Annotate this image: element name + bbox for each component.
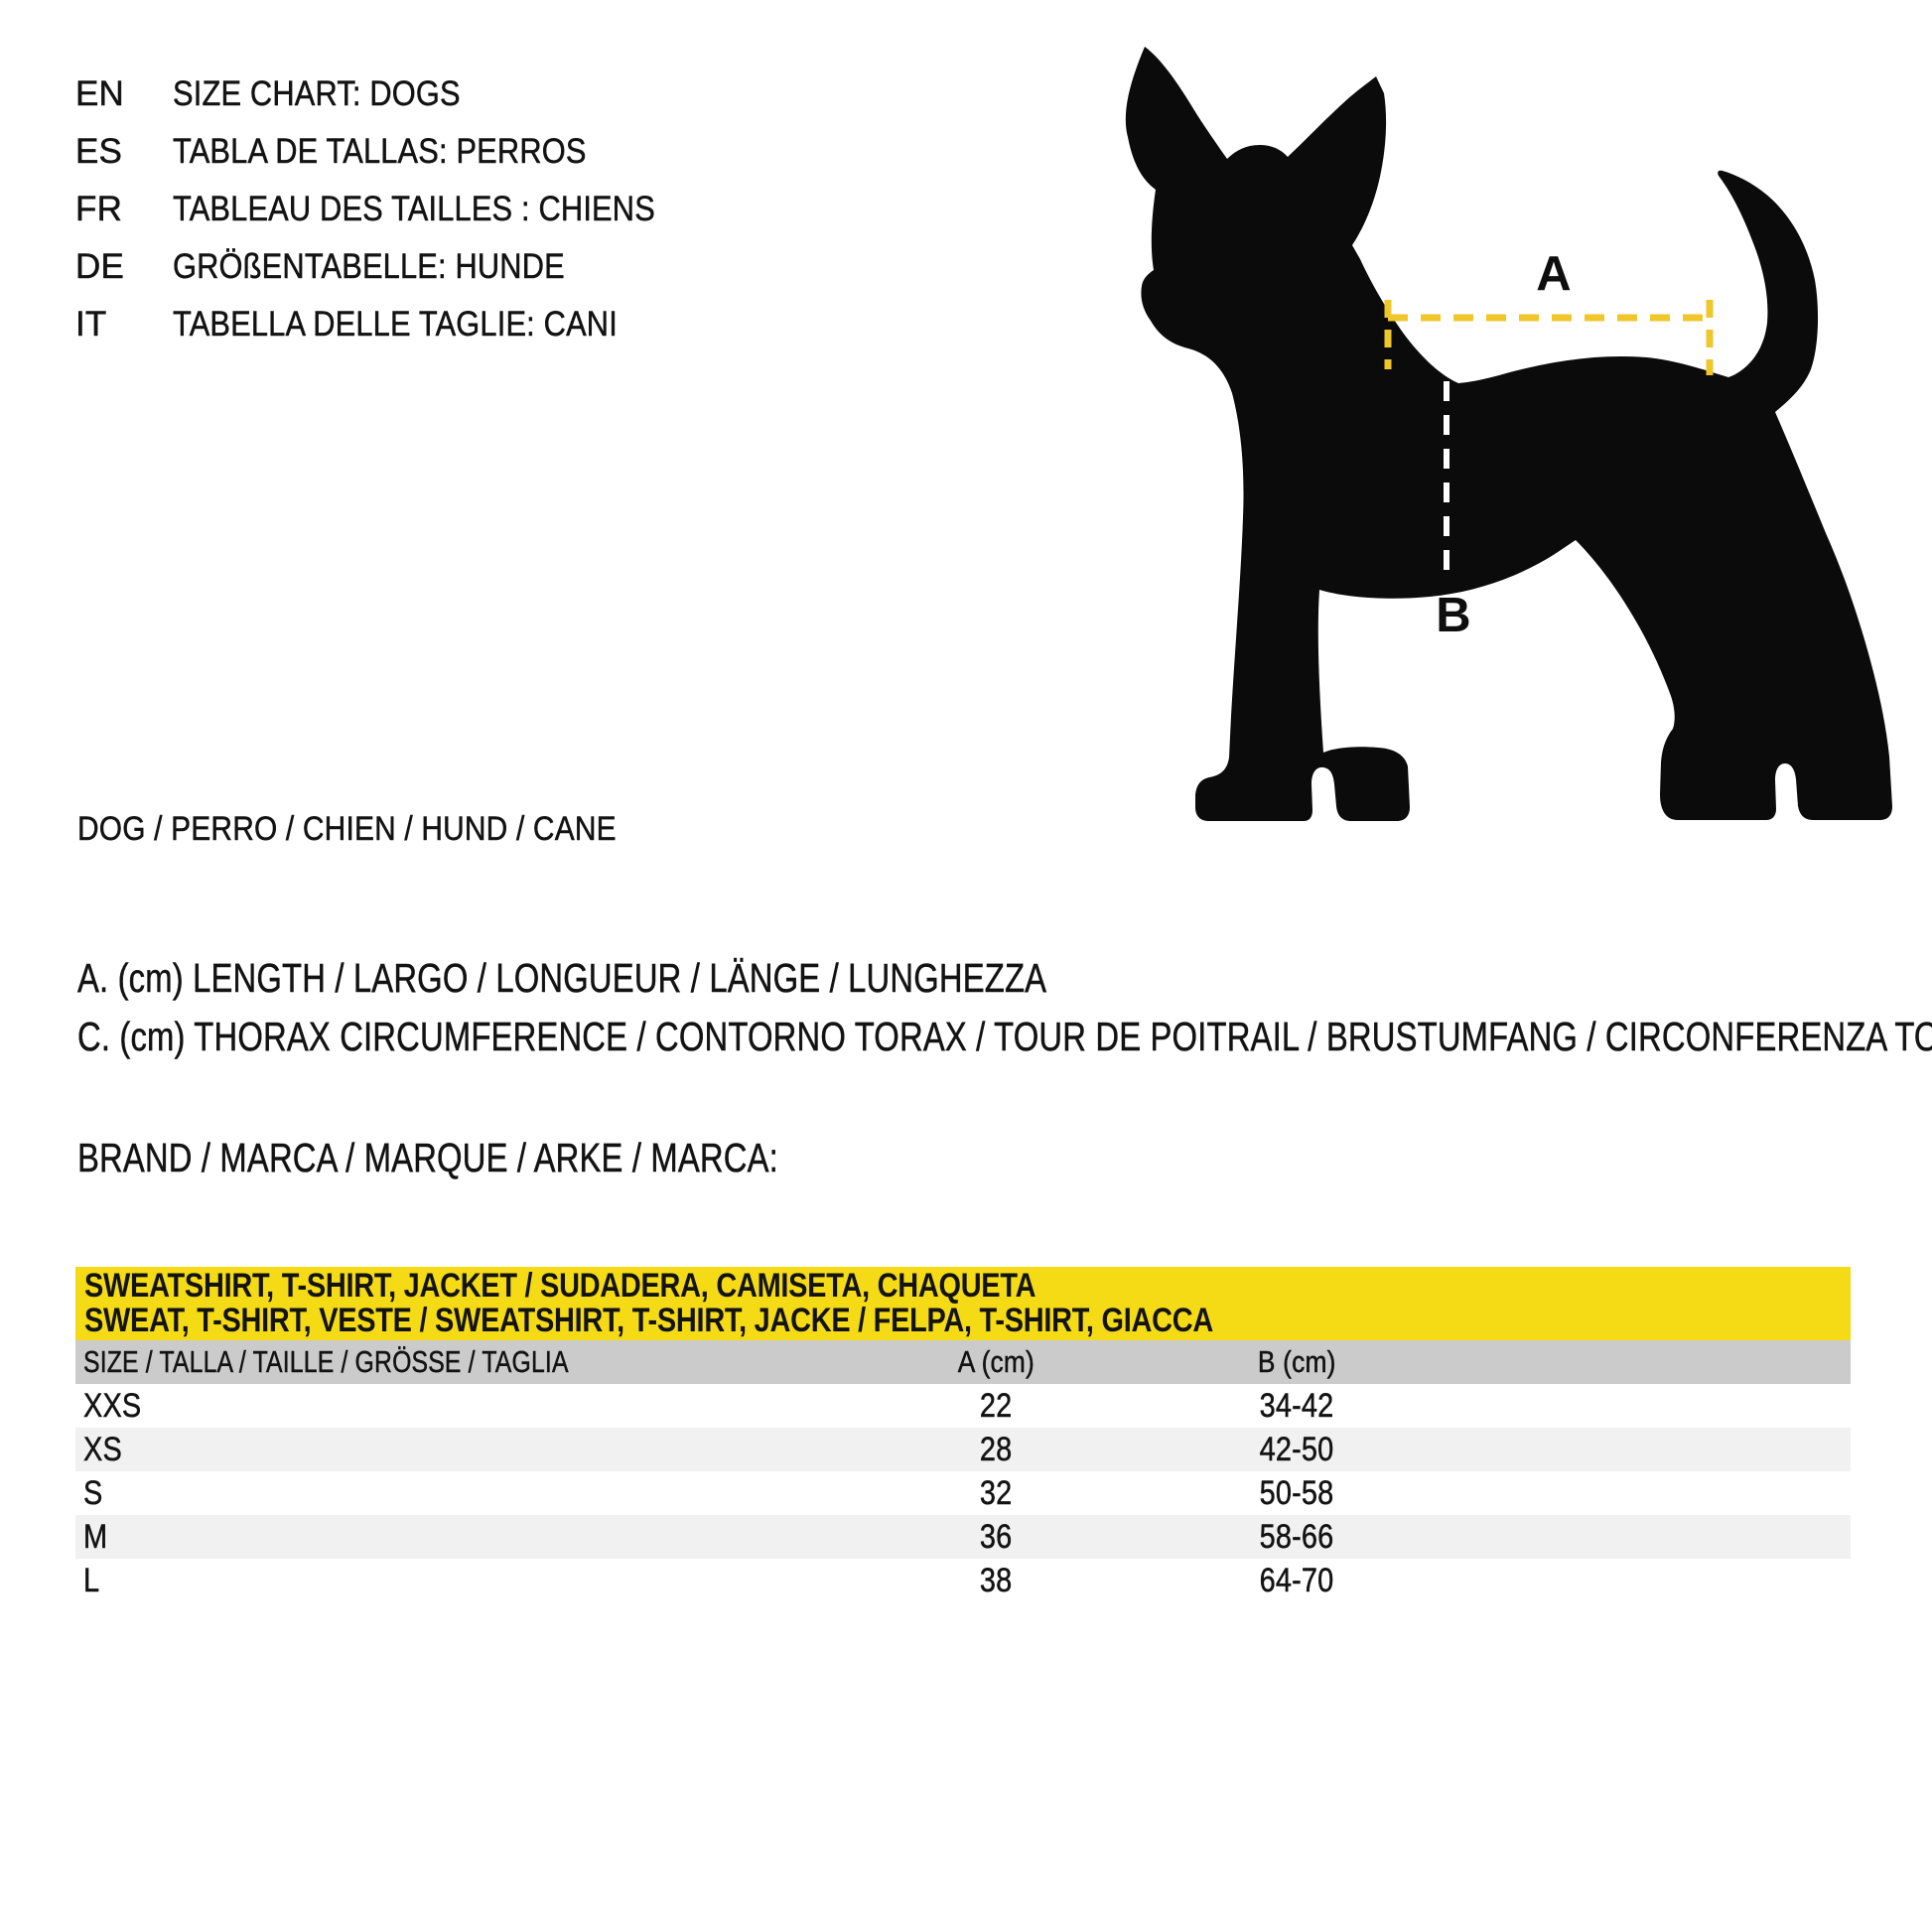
a-cell: 38: [857, 1561, 1136, 1600]
title-row-fr: FR TABLEAU DES TAILLES : CHIENS: [75, 181, 721, 238]
title-text: TABLEAU DES TAILLES : CHIENS: [173, 190, 655, 229]
column-header-size-text: SIZE / TALLA / TAILLE / GRÖSSE / TAGLIA: [83, 1344, 569, 1380]
b-cell-text: 42-50: [1259, 1430, 1334, 1468]
title-text: TABLA DE TALLAS: PERROS: [173, 132, 587, 172]
legend-line-c: C. (cm) THORAX CIRCUMFERENCE / CONTORNO …: [77, 1014, 1932, 1060]
size-cell: XXS: [75, 1386, 857, 1426]
language-code: FR: [75, 190, 123, 229]
table-row-s: S 32 50-58: [75, 1471, 1851, 1515]
table-row-xxs: XXS 22 34-42: [75, 1384, 1851, 1428]
a-cell: 28: [857, 1430, 1136, 1469]
size-cell-text: XXS: [83, 1386, 142, 1425]
a-cell-text: 22: [979, 1386, 1013, 1425]
size-cell-text: XS: [83, 1430, 122, 1468]
b-cell: 64-70: [1135, 1561, 1457, 1600]
table-title-line2: SWEAT, T-SHIRT, VESTE / SWEATSHIRT, T-SH…: [84, 1302, 1851, 1339]
table-row-xs: XS 28 42-50: [75, 1428, 1851, 1471]
table-title-band: SWEATSHIRT, T-SHIRT, JACKET / SUDADERA, …: [75, 1267, 1851, 1340]
language-code: IT: [75, 305, 107, 345]
size-cell-text: L: [83, 1561, 100, 1599]
title-text: TABELLA DELLE TAGLIE: CANI: [173, 305, 618, 345]
size-cell-text: S: [83, 1473, 103, 1512]
size-cell-text: M: [83, 1517, 108, 1556]
table-title-line1: SWEATSHIRT, T-SHIRT, JACKET / SUDADERA, …: [84, 1267, 1851, 1305]
a-cell-text: 38: [979, 1561, 1013, 1599]
brand-line: BRAND / MARCA / MARQUE / ARKE / MARCA:: [77, 1135, 953, 1181]
b-cell: 50-58: [1135, 1473, 1457, 1513]
table-header-row: SIZE / TALLA / TAILLE / GRÖSSE / TAGLIA …: [75, 1340, 1851, 1384]
table-title-line2-text: SWEAT, T-SHIRT, VESTE / SWEATSHIRT, T-SH…: [84, 1302, 1213, 1339]
b-cell-text: 50-58: [1259, 1473, 1334, 1512]
a-cell: 36: [857, 1517, 1136, 1557]
table-row-m: M 36 58-66: [75, 1515, 1851, 1559]
title-row-de: DE GRÖßENTABELLE: HUNDE: [75, 238, 721, 296]
b-cell-text: 34-42: [1259, 1386, 1334, 1425]
a-cell: 32: [857, 1473, 1136, 1513]
column-header-a-text: A (cm): [957, 1344, 1035, 1380]
language-code: EN: [75, 74, 125, 114]
a-cell-text: 36: [979, 1517, 1013, 1556]
language-code: DE: [75, 247, 125, 287]
b-cell: 42-50: [1135, 1430, 1457, 1469]
b-cell: 34-42: [1135, 1386, 1457, 1426]
b-cell-text: 58-66: [1259, 1517, 1334, 1556]
a-cell-text: 32: [979, 1473, 1013, 1512]
legend-line-c-text: C. (cm) THORAX CIRCUMFERENCE / CONTORNO …: [77, 1014, 1932, 1060]
dog-silhouette-icon: [1125, 47, 1892, 821]
title-text: GRÖßENTABELLE: HUNDE: [173, 247, 565, 287]
legend-line-a-text: A. (cm) LENGTH / LARGO / LONGUEUR / LÄNG…: [77, 955, 1047, 1002]
legend-line-a: A. (cm) LENGTH / LARGO / LONGUEUR / LÄNG…: [77, 955, 1289, 1002]
measure-label-a: A: [1536, 247, 1572, 301]
column-header-size: SIZE / TALLA / TAILLE / GRÖSSE / TAGLIA: [75, 1344, 857, 1380]
column-header-b: B (cm): [1135, 1344, 1457, 1380]
language-title-block: EN SIZE CHART: DOGS ES TABLA DE TALLAS: …: [75, 66, 721, 353]
column-header-a: A (cm): [857, 1344, 1136, 1380]
table-title-line1-text: SWEATSHIRT, T-SHIRT, JACKET / SUDADERA, …: [84, 1267, 1036, 1305]
size-table: SWEATSHIRT, T-SHIRT, JACKET / SUDADERA, …: [75, 1267, 1851, 1602]
animal-caption-text: DOG / PERRO / CHIEN / HUND / CANE: [77, 810, 617, 849]
b-cell-text: 64-70: [1259, 1561, 1334, 1599]
a-cell: 22: [857, 1386, 1136, 1426]
size-cell: M: [75, 1517, 857, 1557]
size-cell: L: [75, 1561, 857, 1600]
size-cell: S: [75, 1473, 857, 1513]
title-row-es: ES TABLA DE TALLAS: PERROS: [75, 123, 721, 181]
title-row-it: IT TABELLA DELLE TAGLIE: CANI: [75, 296, 721, 353]
a-cell-text: 28: [979, 1430, 1013, 1468]
b-cell: 58-66: [1135, 1517, 1457, 1557]
measure-label-b: B: [1436, 589, 1471, 642]
animal-caption: DOG / PERRO / CHIEN / HUND / CANE: [77, 810, 690, 849]
column-header-b-text: B (cm): [1257, 1344, 1336, 1380]
language-code: ES: [75, 132, 123, 172]
brand-line-text: BRAND / MARCA / MARQUE / ARKE / MARCA:: [77, 1135, 778, 1181]
table-row-l: L 38 64-70: [75, 1559, 1851, 1602]
size-cell: XS: [75, 1430, 857, 1469]
title-row-en: EN SIZE CHART: DOGS: [75, 66, 721, 123]
title-text: SIZE CHART: DOGS: [173, 74, 461, 114]
